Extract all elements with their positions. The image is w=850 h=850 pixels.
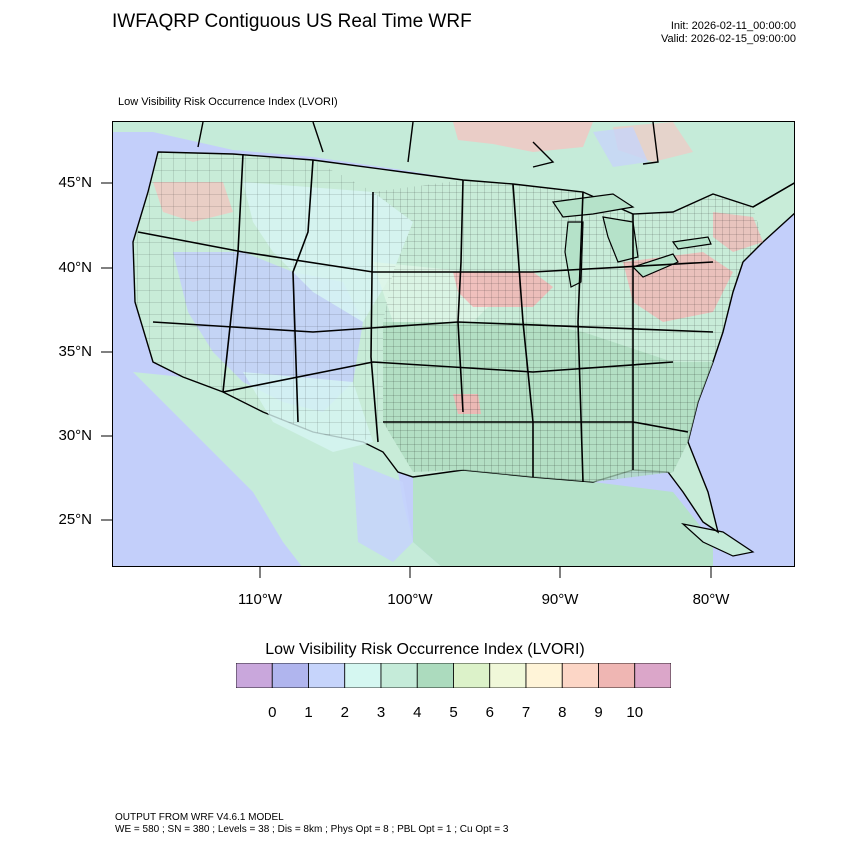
colorbar-box-1 xyxy=(271,663,309,688)
colorbar-title: Low Visibility Risk Occurrence Index (LV… xyxy=(265,641,585,658)
lat-label-40: 40°N xyxy=(58,259,92,276)
colorbar-label-5: 5 xyxy=(449,704,458,721)
lat-label-25: 25°N xyxy=(58,511,92,528)
colorbar-label-9: 9 xyxy=(594,704,603,721)
colorbar-label-6: 6 xyxy=(485,704,494,721)
mexico-blue-band xyxy=(353,462,413,562)
lon-label-90: 90°W xyxy=(541,591,579,608)
lon-label-110: 110°W xyxy=(237,591,283,608)
canada-blue-patch xyxy=(593,127,648,167)
colorbar-box-11 xyxy=(634,663,671,688)
lat-label-45: 45°N xyxy=(58,174,92,191)
colorbar-label-1: 1 xyxy=(304,704,313,721)
colorbar-box-5 xyxy=(416,663,454,688)
colorbar-label-0: 0 xyxy=(268,704,277,721)
valid-time: Valid: 2026-02-15_09:00:00 xyxy=(661,33,796,45)
init-time: Init: 2026-02-11_00:00:00 xyxy=(670,20,796,32)
colorbar xyxy=(236,663,671,688)
colorbar-label-3: 3 xyxy=(376,704,386,721)
model-settings-line: WE = 580 ; SN = 380 ; Levels = 38 ; Dis … xyxy=(115,824,509,835)
model-info-line: OUTPUT FROM WRF V4.6.1 MODEL xyxy=(115,812,284,823)
colorbar-label-8: 8 xyxy=(558,704,567,721)
map-svg xyxy=(113,122,794,566)
county-mesh-west xyxy=(133,152,413,442)
colorbar-label-4: 4 xyxy=(413,704,422,721)
lon-label-100: 100°W xyxy=(387,591,433,608)
lake-superior xyxy=(551,193,635,218)
lake-huron xyxy=(602,216,639,263)
colorbar-box-7 xyxy=(489,663,527,688)
lat-label-35: 35°N xyxy=(58,343,92,360)
canada-red-patch xyxy=(453,122,593,152)
map-panel xyxy=(112,121,795,567)
colorbar-label-10: 10 xyxy=(626,704,644,721)
colorbar-box-2 xyxy=(308,663,346,688)
colorbar-box-8 xyxy=(525,663,563,688)
colorbar-box-9 xyxy=(561,663,599,688)
county-mesh-east xyxy=(383,322,713,482)
field-label: Low Visibility Risk Occurrence Index (LV… xyxy=(118,96,338,108)
gulf-of-mexico xyxy=(413,470,713,566)
colorbar-box-10 xyxy=(598,663,636,688)
colorbar-box-6 xyxy=(453,663,491,688)
colorbar-box-3 xyxy=(344,663,382,688)
colorbar-label-7: 7 xyxy=(521,704,531,721)
state-borders xyxy=(137,153,714,483)
lon-label-80: 80°W xyxy=(692,591,730,608)
plot-title: IWFAQRP Contiguous US Real Time WRF xyxy=(112,11,472,32)
colorbar-box-4 xyxy=(380,663,418,688)
lake-ontario xyxy=(671,236,712,250)
colorbar-box-0 xyxy=(236,663,273,688)
lat-label-30: 30°N xyxy=(58,427,92,444)
north-coastlines xyxy=(197,122,794,208)
colorbar-label-2: 2 xyxy=(340,704,349,721)
